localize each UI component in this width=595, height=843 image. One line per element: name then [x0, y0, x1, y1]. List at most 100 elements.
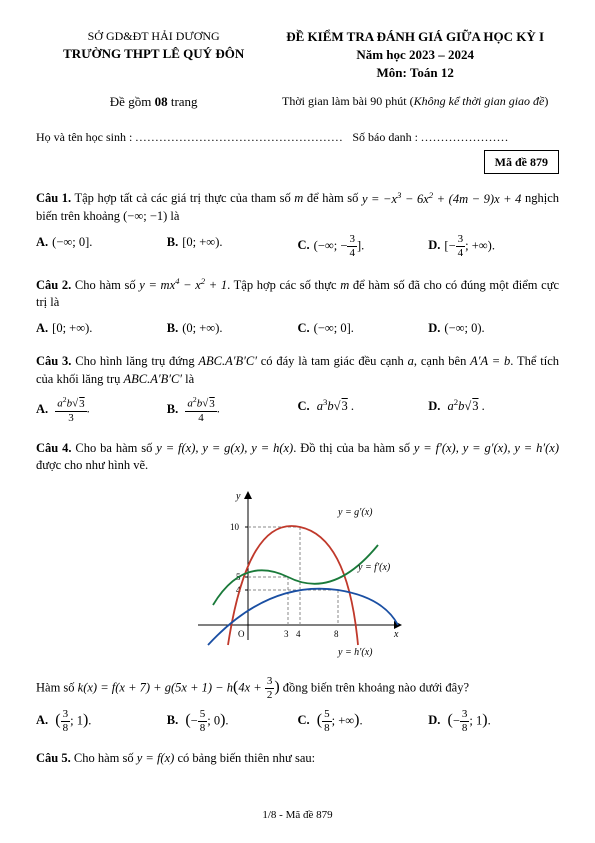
xtick-4: 4: [296, 629, 301, 639]
q3-text-c: , cạnh bên: [414, 354, 470, 368]
exam-code-box: Mã đề 879: [484, 150, 559, 175]
q2-text-a: Cho hàm số: [71, 278, 139, 292]
opt-label-a2: A.: [36, 321, 48, 335]
q5-text-b: có bảng biến thiên như sau:: [174, 751, 315, 765]
q1-c-open: (−∞; −: [314, 238, 348, 252]
q4-options: A. (38; 1). B. (−58; 0). C. (58; +∞). D.…: [36, 707, 559, 736]
q3-label: Câu 3.: [36, 354, 71, 368]
q4-fns: y = f(x), y = g(x), y = h(x): [156, 441, 293, 455]
xtick-8: 8: [334, 629, 339, 639]
q1-opt-b: B.[0; +∞).: [167, 232, 298, 261]
q4-label: Câu 4.: [36, 441, 72, 455]
origin-o: O: [238, 629, 245, 639]
q2-opt-d: D. (−∞; 0).: [428, 318, 559, 340]
q1-opt-c: C.(−∞; −34].: [298, 232, 429, 261]
q3-pr2: ABC.A′B′C′: [123, 372, 182, 386]
frac-4c: 4: [185, 412, 216, 424]
question-2: Câu 2. Cho hàm số y = mx4 − x2 + 1. Tập …: [36, 275, 559, 312]
q1-options: A.(−∞; 0]. B.[0; +∞). C.(−∞; −34]. D.[−3…: [36, 232, 559, 261]
q4-kfn: k(x) = f(x + 7) + g(5x + 1) − h: [78, 680, 233, 694]
page-footer: 1/8 - Mã đề 879: [36, 808, 559, 823]
q3-opt-a: A. a2b√33.: [36, 394, 167, 426]
q2-d-val: (−∞; 0).: [444, 321, 484, 335]
frac-4b: 4: [456, 247, 466, 259]
q1-fn: y = −x3 − 6x2 + (4m − 9)x + 4: [362, 192, 525, 206]
opt-label-d: D.: [428, 238, 440, 252]
frac-8d: 8: [460, 722, 470, 734]
id-dots: ......................: [421, 130, 509, 144]
q1-m: m: [294, 192, 303, 206]
question-3: Câu 3. Cho hình lăng trụ đứng ABC.A′B′C′…: [36, 353, 559, 388]
q3-text-b: có đáy là tam giác đều cạnh: [257, 354, 408, 368]
q4-tail-b: đồng biến trên khoảng nào dưới đây?: [280, 680, 469, 694]
q3-text-a: Cho hình lăng trụ đứng: [71, 354, 198, 368]
opt-label-d3: D.: [428, 399, 440, 413]
q4-text-a: Cho ba hàm số: [72, 441, 157, 455]
q5-text-a: Cho hàm số: [71, 751, 137, 765]
xtick-3: 3: [284, 629, 289, 639]
opt-label-c: C.: [298, 238, 310, 252]
q2-opt-c: C. (−∞; 0].: [298, 318, 429, 340]
opt-label-a4: A.: [36, 713, 48, 727]
x-axis-label: x: [393, 629, 399, 640]
q3-opt-b: B. a2b√34.: [167, 394, 298, 426]
q2-a-val: [0; +∞).: [52, 321, 92, 335]
time-suffix: ): [544, 94, 548, 108]
derivative-graph: y x 10 5 4 3 4 8 y = g′(x) y = f′(x) y =…: [188, 485, 408, 665]
q1-a-val: (−∞; 0].: [52, 235, 92, 249]
q2-text-b: . Tập hợp các số thực: [227, 278, 340, 292]
dept-line: SỞ GD&ĐT HẢI DƯƠNG: [36, 28, 271, 45]
q4-tail: Hàm số k(x) = f(x + 7) + g(5x + 1) − h(4…: [36, 676, 559, 701]
q3-options: A. a2b√33. B. a2b√34. C. a3b√3 . D. a2b√…: [36, 394, 559, 426]
q4-text-c: được cho như hình vẽ.: [36, 458, 148, 472]
exam-subject: Môn: Toán 12: [271, 64, 559, 82]
question-4: Câu 4. Cho ba hàm số y = f(x), y = g(x),…: [36, 440, 559, 475]
opt-label-a3: A.: [36, 402, 48, 416]
q2-opt-b: B.(0; +∞).: [167, 318, 298, 340]
opt-label-d2: D.: [428, 321, 440, 335]
g-label: y = g′(x): [337, 507, 373, 518]
q4-opt-d: D. (−38; 1).: [428, 707, 559, 736]
question-1: Câu 1. Tập hợp tất cả các giá trị thực c…: [36, 188, 559, 225]
q3-opt-c: C. a3b√3 .: [298, 394, 429, 426]
frac-8b: 8: [198, 722, 208, 734]
q3-edge: A′A = b: [470, 354, 510, 368]
frac-3f: 3: [460, 709, 470, 722]
opt-label-d4: D.: [428, 713, 440, 727]
student-row: Họ và tên học sinh : ...................…: [36, 129, 559, 146]
frac-3b: 3: [456, 234, 466, 247]
exam-year: Năm học 2023 – 2024: [271, 46, 559, 64]
header-left: SỞ GD&ĐT HẢI DƯƠNG TRƯỜNG THPT LÊ QUÝ ĐÔ…: [36, 28, 271, 83]
exam-title: ĐỀ KIỂM TRA ĐÁNH GIÁ GIỮA HỌC KỲ I: [271, 28, 559, 46]
ytick-10: 10: [230, 522, 240, 532]
q2-c-val: (−∞; 0].: [314, 321, 354, 335]
q2-options: A. [0; +∞). B.(0; +∞). C. (−∞; 0]. D. (−∞; …: [36, 318, 559, 340]
q1-label: Câu 1.: [36, 192, 71, 206]
frac-5a: 5: [198, 709, 208, 722]
opt-label-b2: B.: [167, 321, 178, 335]
opt-label-c2: C.: [298, 321, 310, 335]
q2-fn: y = mx4 − x2 + 1: [139, 278, 227, 292]
name-dots: ........................................…: [135, 130, 343, 144]
opt-label-b: B.: [167, 235, 178, 249]
frac-3c: 3: [55, 412, 86, 424]
y-axis-label: y: [235, 491, 241, 502]
frac-5b: 5: [322, 709, 332, 722]
header: SỞ GD&ĐT HẢI DƯƠNG TRƯỜNG THPT LÊ QUÝ ĐÔ…: [36, 28, 559, 83]
frac-2a: 2: [265, 689, 275, 701]
opt-label-b4: B.: [167, 713, 178, 727]
school-line: TRƯỜNG THPT LÊ QUÝ ĐÔN: [36, 45, 271, 63]
f-label: y = f′(x): [357, 562, 391, 573]
time-info: Thời gian làm bài 90 phút (Không kể thời…: [271, 93, 559, 111]
q2-opt-a: A. [0; +∞).: [36, 318, 167, 340]
info-row: Đề gồm 08 trang Thời gian làm bài 90 phú…: [36, 93, 559, 111]
opt-label-c4: C.: [298, 713, 310, 727]
q3-opt-d: D. a2b√3 .: [428, 394, 559, 426]
q1-text-a: Tập hợp tất cả các giá trị thực của tham…: [71, 192, 294, 206]
name-label: Họ và tên học sinh :: [36, 130, 132, 144]
opt-label-a: A.: [36, 235, 48, 249]
question-5: Câu 5. Cho hàm số y = f(x) có bảng biến …: [36, 750, 559, 768]
frac-4a: 4: [347, 247, 357, 259]
opt-label-b3: B.: [167, 402, 178, 416]
q4-opt-a: A. (38; 1).: [36, 707, 167, 736]
